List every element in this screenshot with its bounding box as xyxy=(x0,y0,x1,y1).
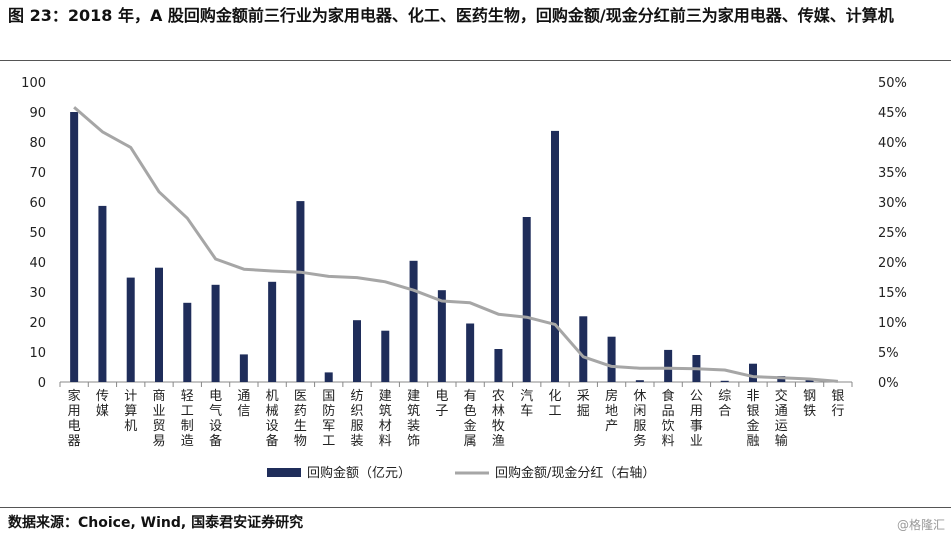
left-tick-label: 50 xyxy=(29,226,46,241)
bar xyxy=(183,302,192,382)
bar xyxy=(749,363,757,382)
left-tick-label: 80 xyxy=(29,136,46,151)
category-label: 休闲服务 xyxy=(633,389,646,449)
category-label: 交通运输 xyxy=(775,388,788,449)
left-tick-label: 100 xyxy=(21,76,46,91)
bar xyxy=(409,260,418,382)
right-tick-label: 40% xyxy=(878,136,907,151)
right-tick-label: 25% xyxy=(878,226,907,241)
bar-series xyxy=(70,112,814,382)
category-label: 公用事业 xyxy=(690,389,703,449)
right-tick-label: 30% xyxy=(878,196,907,211)
bar xyxy=(437,290,446,382)
title-divider xyxy=(0,60,951,61)
bar xyxy=(635,380,644,382)
source-divider xyxy=(0,507,951,508)
bar xyxy=(70,112,79,382)
category-label: 计算机 xyxy=(124,389,137,434)
category-label: 传媒 xyxy=(96,389,109,419)
category-label: 医药生物 xyxy=(294,389,307,449)
bar xyxy=(296,201,305,382)
bar xyxy=(720,380,729,382)
category-label: 国防军工 xyxy=(322,389,335,449)
category-label: 农林牧渔 xyxy=(492,389,505,449)
bar xyxy=(664,349,673,382)
category-label: 电气设备 xyxy=(209,389,222,449)
page-title: 图 23：2018 年，A 股回购金额前三行业为家用电器、化工、医药生物，回购金… xyxy=(8,6,894,25)
bar xyxy=(494,349,503,382)
ratio-line xyxy=(73,106,839,383)
category-label: 食品饮料 xyxy=(662,388,675,449)
right-tick-label: 5% xyxy=(878,346,899,361)
right-tick-label: 45% xyxy=(878,106,907,121)
bar xyxy=(98,205,107,382)
watermark: @格隆汇 xyxy=(896,518,945,532)
left-tick-label: 20 xyxy=(29,316,46,331)
left-tick-label: 90 xyxy=(29,106,46,121)
bar xyxy=(268,281,277,382)
category-label: 建筑材料 xyxy=(379,389,392,449)
bar xyxy=(522,217,531,382)
bar xyxy=(381,330,390,382)
category-label: 汽车 xyxy=(520,389,533,419)
right-tick-label: 10% xyxy=(878,316,907,331)
bar xyxy=(466,323,475,382)
category-label: 轻工制造 xyxy=(181,389,194,449)
legend-label-line: 回购金额/现金分红（右轴） xyxy=(495,465,655,481)
bar xyxy=(607,336,616,382)
right-axis: 0% 5% 10% 15% 20% 25% 30% 35% 40% 45% 50% xyxy=(878,76,907,391)
category-label: 综合 xyxy=(718,389,731,419)
right-tick-label: 50% xyxy=(878,76,907,91)
bar xyxy=(211,284,220,382)
category-label: 银行 xyxy=(831,389,844,419)
category-label: 采掘 xyxy=(577,389,590,419)
right-tick-label: 0% xyxy=(878,376,899,391)
left-tick-label: 60 xyxy=(29,196,46,211)
bar xyxy=(324,372,333,382)
bar xyxy=(579,316,588,382)
left-tick-label: 0 xyxy=(38,376,46,391)
category-label: 非银金融 xyxy=(746,389,759,449)
legend: 回购金额（亿元） 回购金额/现金分红（右轴） xyxy=(267,465,655,481)
bar xyxy=(155,267,163,382)
left-axis: 0 10 20 30 40 50 60 70 80 90 100 xyxy=(21,76,853,391)
bar xyxy=(126,277,135,382)
source-note: 数据来源：Choice, Wind, 国泰君安证券研究 xyxy=(8,515,304,531)
category-label: 机械设备 xyxy=(266,389,279,449)
category-label: 商业贸易 xyxy=(152,389,165,449)
left-tick-label: 40 xyxy=(29,256,46,271)
bar xyxy=(551,130,559,382)
category-label: 建筑装饰 xyxy=(407,389,420,449)
category-label: 有色金属 xyxy=(464,389,477,449)
category-label: 通信 xyxy=(237,389,250,419)
bar xyxy=(239,354,248,382)
category-label: 纺织服装 xyxy=(350,389,363,449)
legend-label-bar: 回购金额（亿元） xyxy=(307,465,411,481)
left-tick-label: 70 xyxy=(29,166,46,181)
right-tick-label: 35% xyxy=(878,166,907,181)
legend-swatch-bar xyxy=(267,468,301,477)
right-tick-label: 20% xyxy=(878,256,907,271)
category-label: 钢铁 xyxy=(803,389,816,419)
bar xyxy=(353,320,361,382)
right-tick-label: 15% xyxy=(878,286,907,301)
left-tick-label: 30 xyxy=(29,286,46,301)
category-label: 家用电器 xyxy=(68,388,81,449)
category-label: 化工 xyxy=(548,389,561,419)
category-labels: 家用电器 传媒 计算机 商业贸易 轻工制造 电气设备 通信 机械设备 医药生物 国防军工 纺织服装 建… xyxy=(68,388,845,449)
category-label: 房地产 xyxy=(605,388,618,434)
category-label: 电子 xyxy=(435,389,448,419)
left-tick-label: 10 xyxy=(29,346,46,361)
line-series xyxy=(73,106,839,383)
